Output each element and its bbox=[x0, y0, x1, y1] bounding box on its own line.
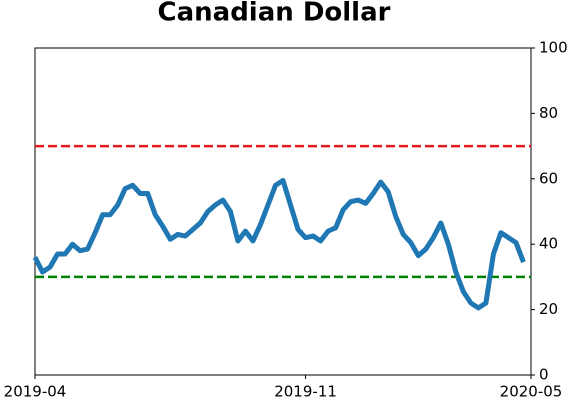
chart-title: Canadian Dollar bbox=[158, 0, 391, 28]
plot-frame bbox=[34, 47, 532, 376]
x-tick-label: 2019-04 bbox=[4, 383, 67, 401]
y-tick-label: 60 bbox=[539, 169, 558, 187]
y-tick-label: 80 bbox=[539, 104, 558, 122]
data-line bbox=[32, 177, 526, 311]
y-tick-label: 100 bbox=[539, 39, 568, 57]
y-tick-label: 20 bbox=[539, 300, 558, 318]
y-tick-label: 0 bbox=[539, 366, 549, 384]
x-tick-label: 2020-05 bbox=[500, 383, 563, 401]
x-tick-label: 2019-11 bbox=[274, 383, 337, 401]
y-tick-label: 40 bbox=[539, 235, 558, 253]
